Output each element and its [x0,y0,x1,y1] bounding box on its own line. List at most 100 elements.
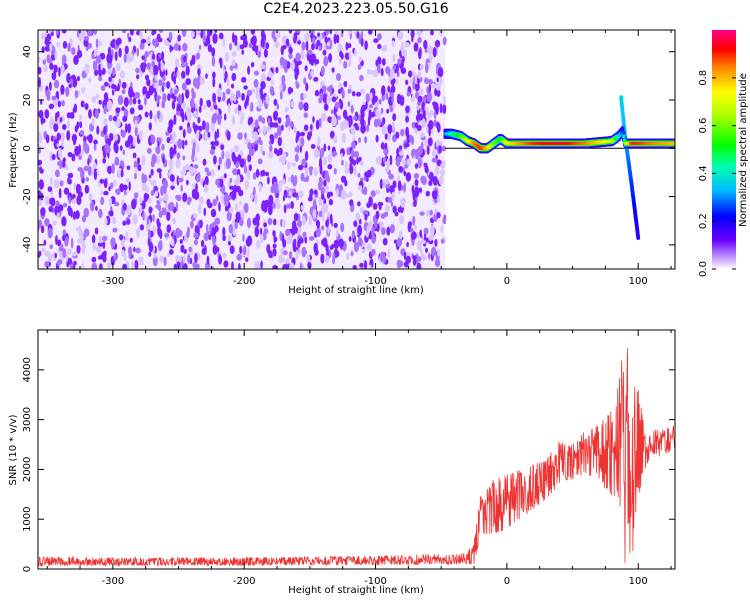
noise-speckle [365,177,369,182]
noise-speckle [82,88,85,95]
noise-speckle [223,260,229,268]
noise-speckle [410,135,415,145]
noise-speckle [93,49,97,58]
noise-speckle [237,154,242,162]
noise-speckle [127,134,134,145]
noise-speckle [175,58,179,68]
noise-speckle [235,211,241,222]
noise-speckle [250,61,255,68]
noise-speckle [76,50,83,59]
noise-speckle [310,59,314,66]
noise-speckle [288,52,293,60]
noise-speckle [159,87,163,94]
noise-speckle [207,131,211,138]
noise-speckle [194,224,199,235]
noise-speckle [92,243,97,251]
noise-speckle [38,148,42,154]
noise-speckle [424,138,428,148]
noise-speckle [425,126,429,134]
noise-speckle [308,166,314,171]
noise-speckle [305,82,309,92]
noise-speckle [222,226,226,237]
noise-speckle [340,222,345,233]
noise-speckle [281,74,286,85]
noise-speckle [337,115,341,121]
noise-speckle [414,179,419,187]
noise-speckle [55,112,58,123]
noise-speckle [351,230,356,239]
noise-speckle [159,172,162,179]
noise-speckle [431,157,437,163]
noise-speckle [129,96,133,106]
noise-speckle [126,219,131,225]
noise-speckle [38,134,43,144]
noise-speckle [99,263,103,269]
noise-speckle [206,99,212,108]
noise-speckle [219,58,223,69]
noise-speckle [136,227,140,238]
noise-speckle [153,114,158,123]
noise-speckle [412,81,416,90]
noise-speckle [338,98,342,104]
noise-speckle [348,236,352,242]
noise-speckle [380,142,385,150]
noise-speckle [108,62,113,68]
noise-speckle [293,35,297,44]
noise-speckle [428,83,431,94]
noise-speckle [193,266,199,269]
noise-speckle [323,179,327,187]
noise-speckle [186,126,192,134]
y-tick-label: -40 [22,237,33,253]
noise-speckle [67,205,71,212]
noise-speckle [55,200,60,207]
noise-speckle [333,105,337,116]
noise-speckle [146,186,149,193]
noise-speckle [192,262,196,268]
noise-speckle [95,205,98,212]
noise-speckle [44,195,51,206]
noise-speckle [340,152,343,159]
noise-speckle [366,124,370,133]
noise-speckle [61,100,65,107]
colorbar-tick-label: 0.8 [698,70,709,86]
noise-speckle [114,51,118,62]
noise-speckle [420,239,427,245]
noise-speckle [317,32,321,37]
noise-speckle [322,237,328,248]
noise-speckle [337,88,342,94]
noise-speckle [59,117,63,123]
noise-speckle [183,248,187,255]
noise-speckle [278,180,283,187]
noise-speckle [108,132,114,142]
noise-speckle [231,50,237,58]
noise-speckle [132,97,137,105]
noise-speckle [238,189,244,197]
noise-speckle [113,134,119,141]
noise-speckle [67,119,70,129]
x-tick-label: 100 [629,576,648,587]
noise-speckle [167,125,173,134]
noise-speckle [243,202,249,214]
noise-speckle [239,201,242,206]
noise-speckle [343,60,348,69]
noise-speckle [399,214,405,225]
noise-speckle [318,44,322,52]
noise-speckle [73,260,77,266]
noise-speckle [304,150,309,161]
noise-speckle [69,78,74,84]
noise-speckle [58,147,63,159]
noise-speckle [428,234,433,242]
noise-speckle [246,94,250,103]
noise-speckle [226,76,230,88]
noise-speckle [352,264,357,269]
noise-speckle [307,261,312,269]
noise-speckle [360,37,364,47]
noise-speckle [150,87,157,93]
noise-speckle [390,79,395,86]
noise-speckle [237,132,243,140]
noise-speckle [122,263,127,269]
noise-speckle [252,217,258,226]
noise-speckle [87,77,92,83]
noise-speckle [331,96,337,103]
noise-speckle [207,44,213,53]
